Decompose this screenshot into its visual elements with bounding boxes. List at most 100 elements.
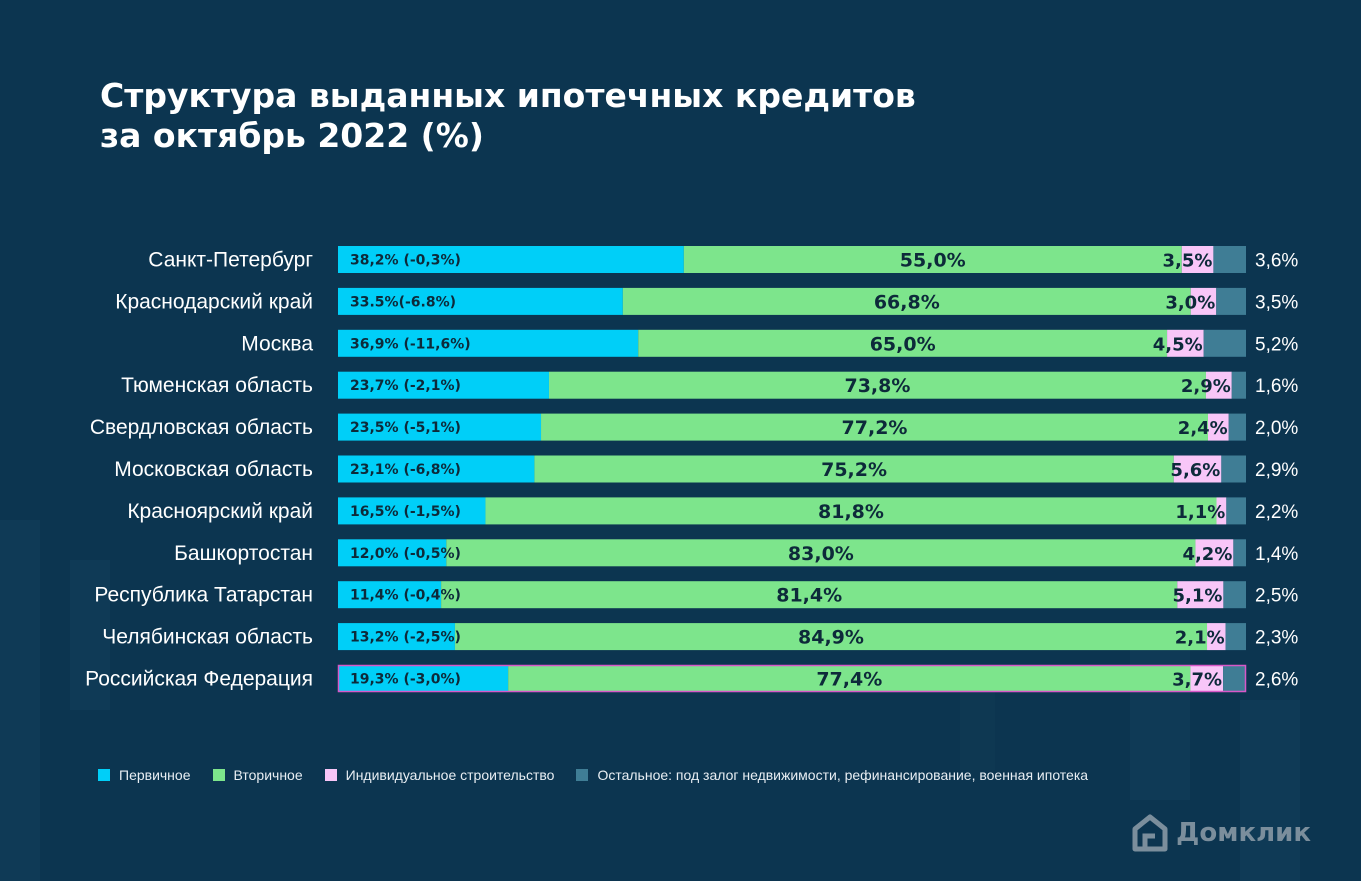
bar-segment-secondary [485,497,1217,525]
data-label-primary: 36,9% (-11,6%) [350,336,471,352]
chart-title-line-1: Структура выданных ипотечных кредитов [100,76,916,115]
data-label-secondary: 77,4% [816,669,882,691]
bar-segment-other [1213,246,1246,273]
bar-segment-secondary [534,455,1174,483]
chart-legend: Первичное Вторичное Индивидуальное строи… [98,767,1088,783]
bar-segment-secondary [508,665,1191,692]
data-label-secondary: 65,0% [870,333,936,355]
data-label-secondary: 77,2% [842,417,908,439]
category-label: Свердловская область [90,416,313,439]
data-label-individual: 2,1% [1175,628,1225,649]
data-label-primary: 23,1% (-6,8%) [350,462,461,478]
bar-segment-other [1221,455,1246,483]
bar-segment-primary [338,665,509,692]
bar-segment-secondary [541,413,1208,441]
bar-segment-secondary [622,287,1191,315]
data-label-primary: 19,3% (-3,0%) [350,672,461,688]
bar-segment-secondary [683,246,1182,273]
category-label: Краснодарский край [115,290,313,313]
bar-segment-primary [338,539,447,567]
legend-label-other: Остальное: под залог недвижимости, рефин… [597,767,1089,783]
bar-segment-individual [1190,665,1224,692]
data-label-individual: 3,7% [1172,670,1222,691]
data-label-primary: 16,5% (-1,5%) [350,504,461,520]
data-label-other: 1,4% [1255,544,1298,565]
category-label: Российская Федерация [85,668,313,691]
bar-segment-other [1216,287,1246,315]
legend-label-individual: Индивидуальное строительство [345,767,555,783]
bar-segment-primary [338,246,684,273]
chart-title: Структура выданных ипотечных кредитов за… [100,76,916,156]
data-label-secondary: 83,0% [788,543,854,565]
data-label-other: 3,6% [1255,251,1298,272]
data-label-primary: 13,2% (-2,5%) [350,630,461,646]
bar-segment-individual [1173,455,1222,483]
bar-segment-other [1203,329,1246,357]
bar-segment-secondary [454,623,1208,651]
data-label-primary: 11,4% (-0,4%) [350,588,461,604]
category-label: Красноярский край [127,500,313,523]
bar-segment-primary [338,623,455,651]
data-label-secondary: 84,9% [798,627,864,649]
category-label: Челябинская область [102,626,313,649]
legend-item-primary: Первичное [98,767,191,783]
data-label-other: 2,9% [1255,460,1298,481]
data-label-primary: 23,5% (-5,1%) [350,420,461,436]
bar-segment-individual [1195,539,1234,567]
bar-segment-primary [338,371,549,399]
data-label-primary: 23,7% (-2,1%) [350,378,461,394]
category-label: Москва [241,332,313,355]
data-label-individual: 3,5% [1162,251,1212,272]
category-label: Московская область [114,458,313,481]
legend-label-secondary: Вторичное [233,767,303,783]
data-label-other: 5,2% [1255,334,1298,355]
brand-logo: Домклик [1132,814,1311,852]
bar-segment-primary [338,287,623,315]
category-label: Башкортостан [174,542,313,565]
chart-title-line-2: за октябрь 2022 (%) [100,116,484,155]
bar-segment-other [1226,497,1246,525]
bar-segment-other [1228,413,1246,441]
data-label-secondary: 73,8% [844,375,910,397]
brand-name: Домклик [1176,818,1311,848]
bar-segment-individual [1190,287,1217,315]
house-logo-icon [1132,814,1168,852]
data-label-individual: 4,5% [1153,334,1203,355]
bar-segment-primary [338,329,639,357]
data-label-individual: 2,4% [1178,418,1228,439]
legend-item-other: Остальное: под залог недвижимости, рефин… [576,767,1088,783]
data-label-individual: 5,1% [1172,586,1222,607]
data-label-secondary: 81,4% [776,585,842,607]
bar-segment-secondary [638,329,1168,357]
bar-segment-individual [1216,497,1227,525]
data-label-other: 2,0% [1255,418,1298,439]
bar-segment-secondary [446,539,1196,567]
data-label-other: 2,5% [1255,586,1298,607]
data-label-individual: 5,6% [1170,460,1220,481]
highlight-outline [337,664,1247,693]
data-label-other: 2,6% [1255,670,1298,691]
data-label-individual: 3,0% [1165,292,1215,313]
bar-segment-individual [1207,413,1229,441]
bar-segment-other [1233,539,1246,567]
data-label-individual: 1,1% [1175,502,1225,523]
bar-segment-other [1223,581,1246,609]
bar-segment-other [1223,665,1246,692]
bar-segment-individual [1177,581,1224,609]
bar-segment-primary [338,581,442,609]
legend-swatch-individual [324,769,337,781]
bar-segment-individual [1167,329,1204,357]
legend-label-primary: Первичное [119,767,191,783]
category-label: Санкт-Петербург [148,249,313,272]
category-label: Тюменская область [121,374,313,397]
category-label: Республика Татарстан [94,584,313,607]
bar-segment-individual [1207,623,1226,651]
legend-swatch-primary [98,769,110,781]
data-label-individual: 2,9% [1181,376,1231,397]
bar-segment-secondary [548,371,1206,399]
data-label-secondary: 55,0% [900,250,966,272]
bar-segment-other [1225,623,1246,651]
bar-segment-individual [1205,371,1232,399]
data-label-secondary: 81,8% [818,501,884,523]
